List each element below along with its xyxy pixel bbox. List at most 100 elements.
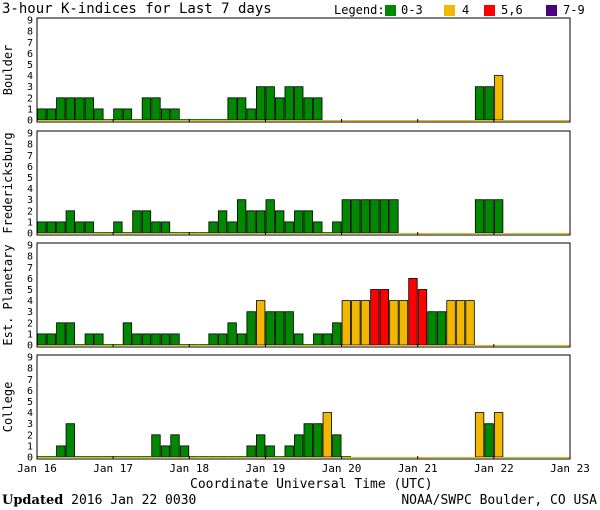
bar — [141, 97, 152, 121]
bar — [65, 97, 75, 121]
bar — [75, 97, 85, 121]
bar — [265, 311, 275, 346]
bar — [65, 210, 75, 234]
y-tick-label: 7 — [27, 263, 33, 274]
x-tick-label: Jan 21 — [398, 462, 438, 475]
updated-text: Updated 2016 Jan 22 0030 — [2, 493, 196, 508]
bar — [370, 289, 380, 346]
y-tick-label: 0 — [27, 453, 33, 464]
bar — [332, 221, 342, 234]
y-tick-label: 2 — [27, 206, 33, 217]
bar — [170, 333, 180, 346]
updated-value: 2016 Jan 22 0030 — [63, 493, 197, 508]
bar — [265, 86, 275, 121]
bar — [284, 86, 294, 121]
bar — [236, 199, 247, 234]
y-tick-label: 5 — [27, 60, 33, 71]
y-tick-label: 6 — [27, 386, 33, 397]
y-tick-label: 0 — [27, 116, 33, 127]
y-tick-label: 9 — [27, 241, 33, 252]
bar — [141, 210, 152, 234]
updated-label: Updated — [2, 493, 64, 508]
panel-frame — [36, 17, 571, 123]
y-tick-label: 2 — [27, 318, 33, 329]
y-tick-label: 3 — [27, 195, 33, 206]
bar — [122, 322, 133, 346]
y-tick-label: 5 — [27, 285, 33, 296]
bar — [484, 423, 494, 458]
bar — [484, 199, 494, 234]
bar — [446, 300, 456, 346]
bar — [351, 300, 361, 346]
x-tick-label: Jan 16 — [17, 462, 57, 475]
legend-label: Legend: — [334, 3, 385, 17]
legend-entry-4: 4 — [462, 3, 470, 17]
y-tick-label: 8 — [27, 252, 33, 263]
bar — [132, 210, 142, 234]
bar — [427, 311, 437, 346]
x-tick-label: Jan 23 — [550, 462, 590, 475]
chart-title: 3-hour K-indices for Last 7 days — [2, 1, 272, 17]
y-tick-label: 0 — [27, 229, 33, 240]
bar — [275, 210, 285, 234]
y-tick-label: 9 — [27, 129, 33, 140]
bar — [246, 108, 256, 121]
y-tick-label: 8 — [27, 364, 33, 375]
bar — [313, 423, 323, 458]
bar — [56, 322, 66, 346]
legend-swatch-7-9 — [546, 5, 557, 16]
bar — [132, 333, 142, 346]
bar — [246, 311, 256, 346]
bar — [275, 311, 285, 346]
bar — [227, 322, 237, 346]
x-axis: Jan 16 Jan 17 Jan 18 Jan 19 Jan 20 Jan 21 Jan … — [17, 462, 590, 475]
bar — [474, 86, 485, 121]
bar — [56, 221, 66, 234]
bar — [217, 210, 228, 234]
bar — [303, 97, 313, 121]
panel-frame — [36, 130, 571, 236]
bar — [170, 434, 180, 458]
bar — [151, 97, 161, 121]
panel-label: College — [1, 382, 15, 433]
y-tick-label: 4 — [27, 408, 33, 419]
y-tick-label: 4 — [27, 71, 33, 82]
bar — [370, 199, 380, 234]
y-tick-label: 4 — [27, 296, 33, 307]
y-tick-label: 3 — [27, 307, 33, 318]
y-tick-label: 6 — [27, 274, 33, 285]
bar — [265, 199, 275, 234]
bar — [160, 221, 171, 234]
bar — [37, 221, 47, 234]
bar — [236, 333, 247, 346]
credit-text: NOAA/SWPC Boulder, CO USA — [401, 493, 597, 508]
legend-entry-7-9: 7-9 — [563, 3, 585, 17]
bar — [160, 445, 171, 458]
bar — [122, 108, 133, 121]
bar — [322, 412, 332, 458]
y-tick-label: 1 — [27, 441, 33, 452]
bar — [75, 221, 85, 234]
bar — [360, 199, 371, 234]
y-tick-label: 1 — [27, 329, 33, 340]
panel-label: Boulder — [1, 45, 15, 96]
bar — [256, 434, 266, 458]
bar — [294, 434, 304, 458]
bar — [256, 86, 266, 121]
bar — [246, 210, 256, 234]
bar — [141, 333, 152, 346]
panel-label: Fredericksburg — [1, 132, 15, 233]
bar — [322, 333, 332, 346]
x-tick-label: Jan 17 — [93, 462, 133, 475]
bar — [160, 333, 171, 346]
y-tick-label: 6 — [27, 162, 33, 173]
y-tick-label: 8 — [27, 140, 33, 151]
bar — [474, 199, 485, 234]
bar — [84, 97, 95, 121]
bar — [256, 300, 266, 346]
bar — [113, 108, 123, 121]
x-tick-label: Jan 22 — [474, 462, 514, 475]
